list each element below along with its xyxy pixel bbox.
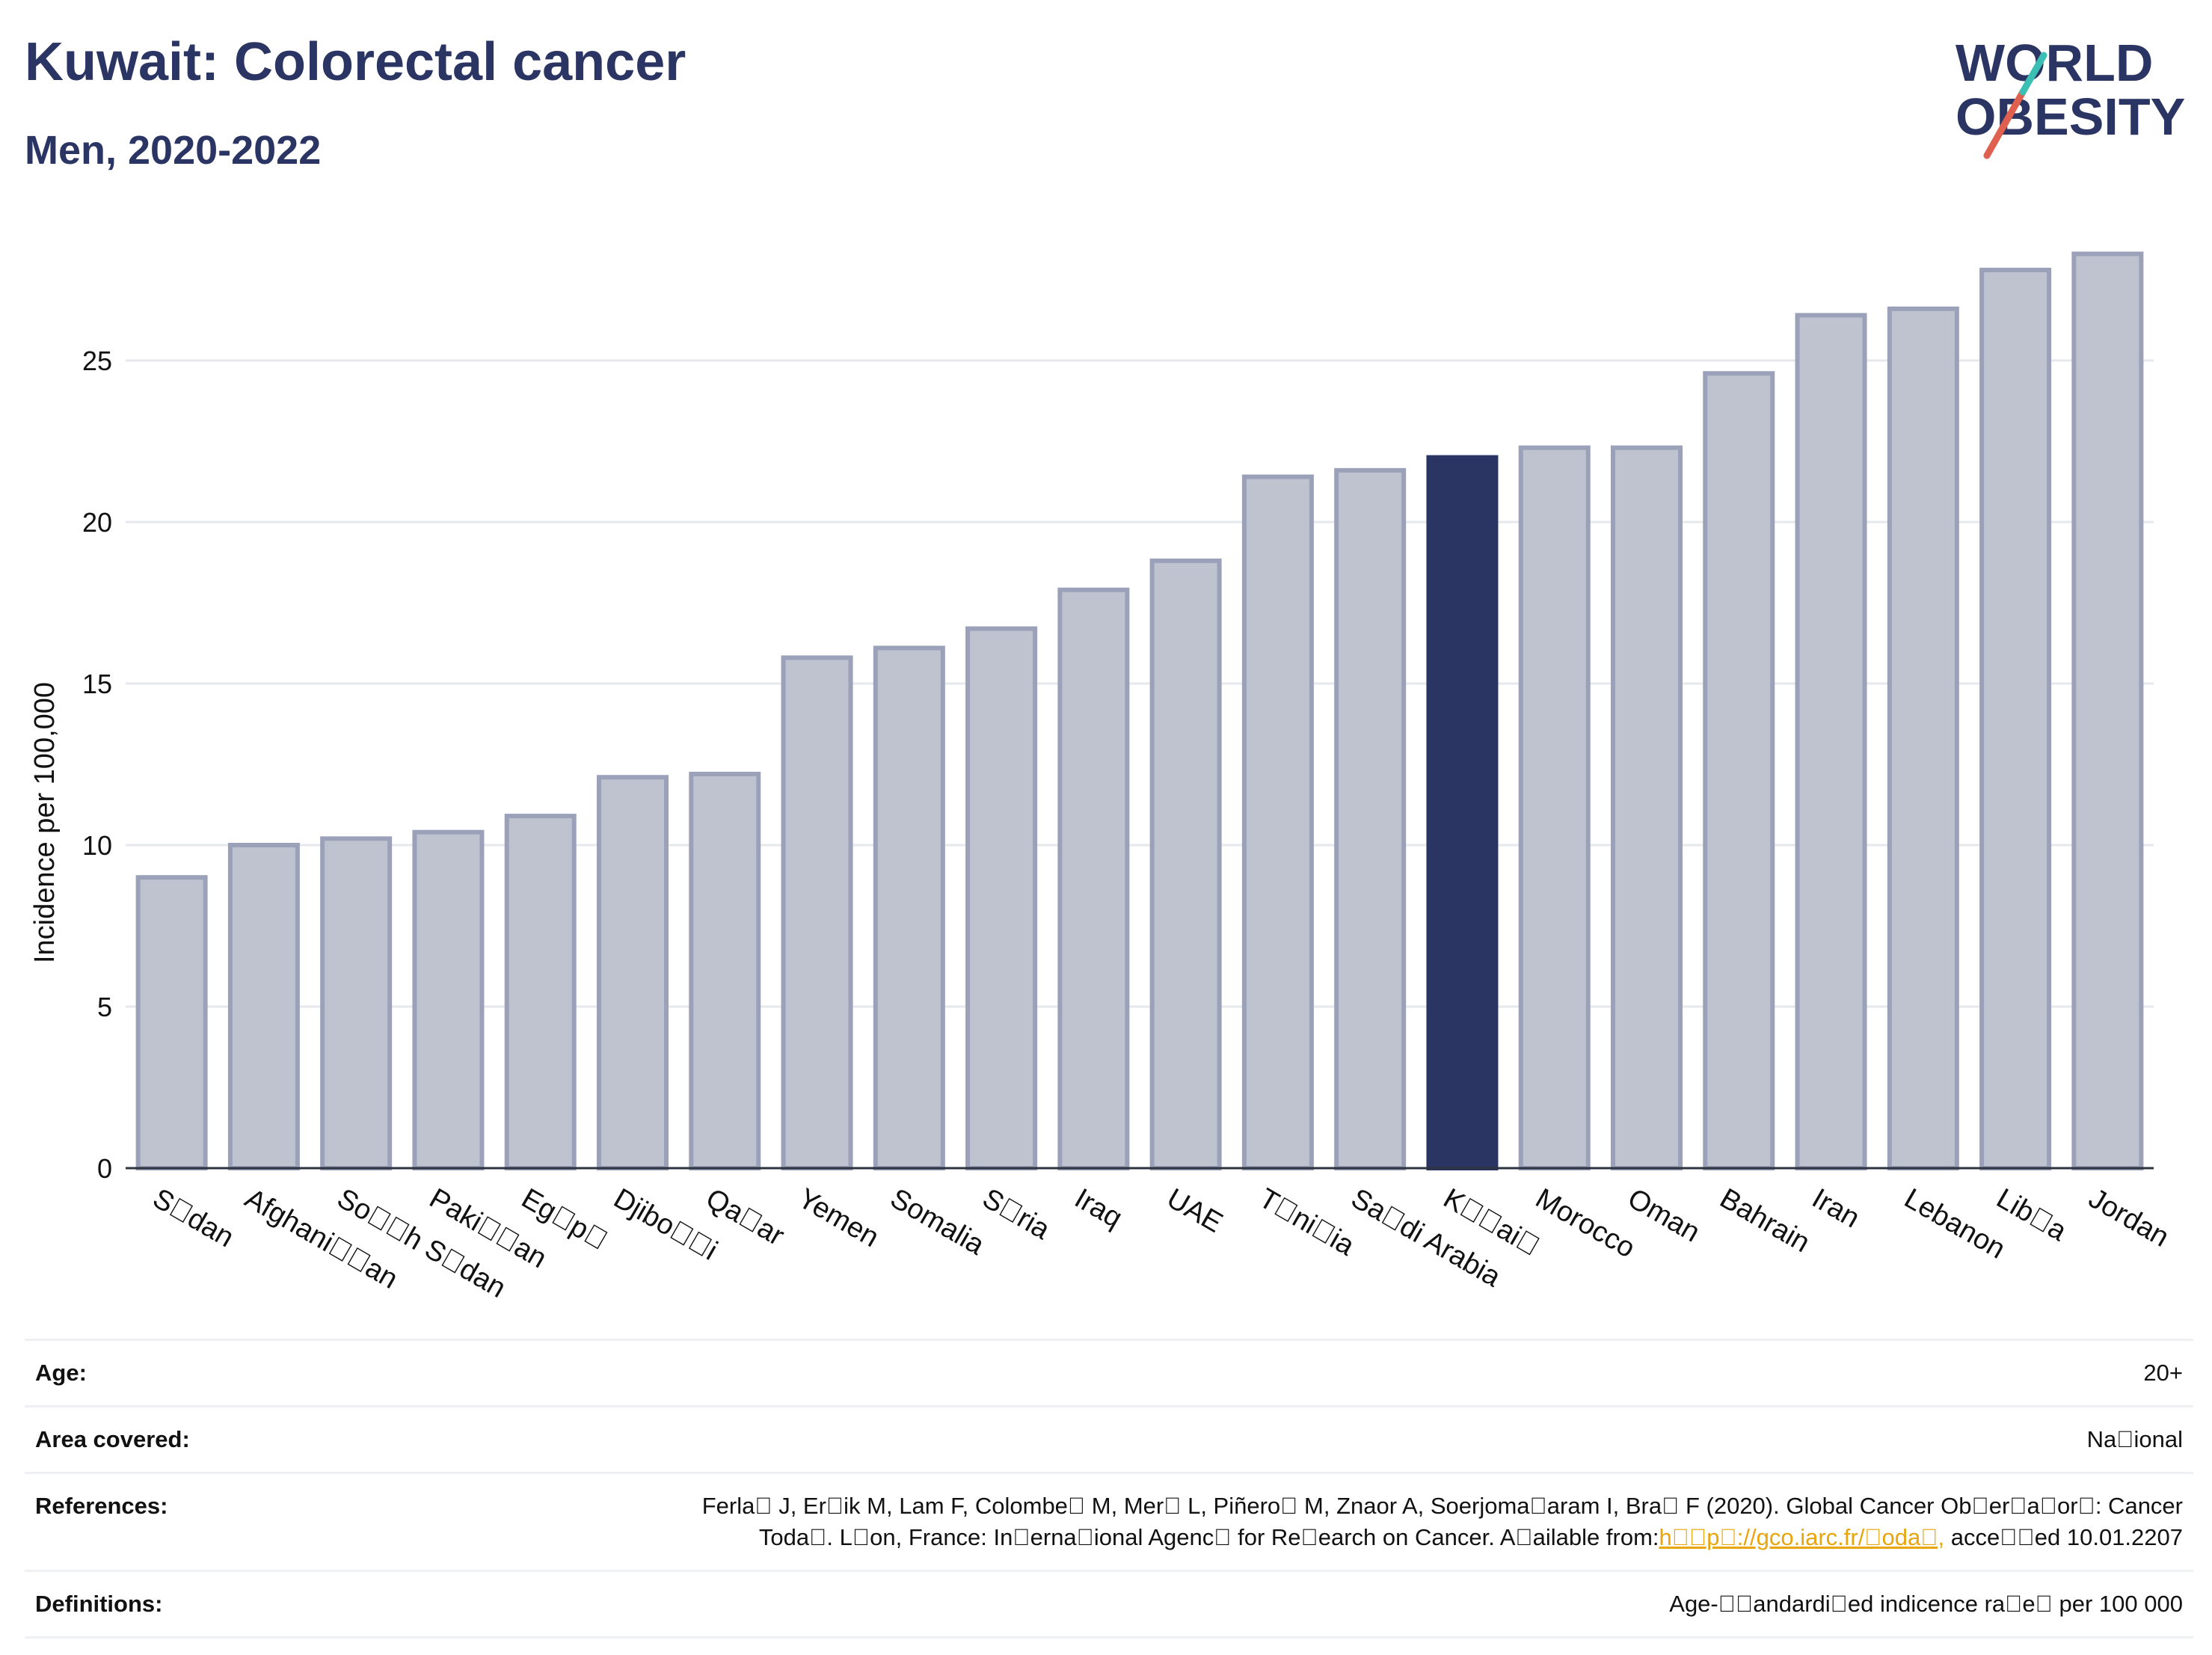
- area-label: Area covered:: [35, 1426, 190, 1452]
- y-tick-label: 15: [82, 669, 112, 699]
- references-value: Ferla  J, Er ik M, Lam F, Colombe  M, Me…: [494, 1473, 2193, 1571]
- y-tick-label: 25: [82, 346, 112, 376]
- bar: [1149, 558, 1222, 1170]
- y-axis-label: Incidence per 100,000: [29, 682, 61, 963]
- bar: [873, 645, 945, 1170]
- info-row-age: Age: 20+: [25, 1339, 2193, 1407]
- bars: [135, 251, 2144, 1171]
- logo-slash-coral: [1983, 88, 2027, 159]
- bar: [1057, 587, 1130, 1170]
- bar: [1334, 467, 1407, 1170]
- bar: [227, 843, 300, 1170]
- info-row-area: Area covered: Na ional: [25, 1406, 2193, 1473]
- bar: [1518, 445, 1591, 1170]
- y-tick-label: 0: [97, 1153, 112, 1184]
- x-tick-label: Somalia: [885, 1182, 990, 1261]
- bar: [2071, 251, 2144, 1171]
- references-link[interactable]: h  p ://gco.iarc.fr/ oda ,: [1659, 1524, 1945, 1550]
- y-tick-label: 20: [82, 507, 112, 538]
- x-tick-label: Djibo  i: [609, 1182, 723, 1266]
- bar: [412, 829, 485, 1170]
- bar: [1703, 371, 1775, 1170]
- area-value: Na ional: [2086, 1426, 2183, 1452]
- bar: [320, 836, 393, 1170]
- bar: [1887, 306, 1959, 1170]
- x-tick-label: T ni ia: [1253, 1182, 1360, 1262]
- y-tick-label: 5: [97, 992, 112, 1022]
- bar-highlight: [1426, 455, 1499, 1170]
- bar: [1795, 313, 1867, 1170]
- age-label: Age:: [35, 1360, 87, 1386]
- bar: [781, 655, 853, 1170]
- x-tick-label: Morocco: [1530, 1182, 1640, 1264]
- bar: [1241, 474, 1314, 1170]
- references-line2-suffix: acce  ed 10.01.2207: [1944, 1524, 2183, 1550]
- x-tick-label: S ria: [977, 1182, 1056, 1246]
- page-subtitle: Men, 2020-2022: [25, 128, 322, 173]
- age-value: 20+: [2143, 1360, 2183, 1386]
- y-tick-label: 10: [82, 830, 112, 861]
- bar: [689, 771, 761, 1170]
- info-row-references: References: Ferla  J, Er ik M, Lam F, Co…: [25, 1473, 2193, 1571]
- references-label: References:: [35, 1493, 168, 1519]
- world-obesity-logo: WORLD OBESITY: [1956, 34, 2185, 159]
- x-tick-label: Bahrain: [1715, 1182, 1815, 1259]
- x-tick-label: Yemen: [793, 1182, 884, 1253]
- bar: [504, 814, 577, 1170]
- logo-line1: WORLD: [1956, 34, 2153, 92]
- x-tick-label: UAE: [1161, 1182, 1228, 1238]
- bar: [1611, 445, 1683, 1170]
- logo-slash-teal: [2019, 52, 2047, 96]
- bar: [597, 775, 669, 1170]
- info-row-definitions: Definitions: Age-  andardi ed indicence …: [25, 1570, 2193, 1638]
- x-tick-label: S dan: [147, 1182, 239, 1253]
- references-line2-prefix: Toda . L on, France: In erna ional Agenc…: [758, 1524, 1659, 1550]
- definitions-label: Definitions:: [35, 1591, 163, 1617]
- y-axis-ticks: 0 5 10 15 20 25: [82, 346, 112, 1184]
- logo-line2: OBESITY: [1956, 87, 2185, 146]
- bar: [135, 875, 208, 1170]
- bar: [965, 626, 1038, 1170]
- references-line1: Ferla  J, Er ik M, Lam F, Colombe  M, Me…: [701, 1493, 2183, 1519]
- info-table: Age: 20+ Area covered: Na ional Referenc…: [25, 1339, 2193, 1639]
- page-title: Kuwait: Colorectal cancer: [25, 32, 686, 92]
- x-tick-label: Lebanon: [1899, 1182, 2010, 1265]
- x-tick-label: Iran: [1807, 1182, 1865, 1234]
- x-tick-label: Afghani  an: [239, 1182, 403, 1295]
- x-tick-label: Jordan: [2083, 1182, 2175, 1253]
- definitions-value: Age-  andardi ed indicence ra e  per 100…: [1669, 1591, 2183, 1617]
- x-tick-label: Iraq: [1069, 1182, 1128, 1234]
- bar: [1979, 268, 2052, 1170]
